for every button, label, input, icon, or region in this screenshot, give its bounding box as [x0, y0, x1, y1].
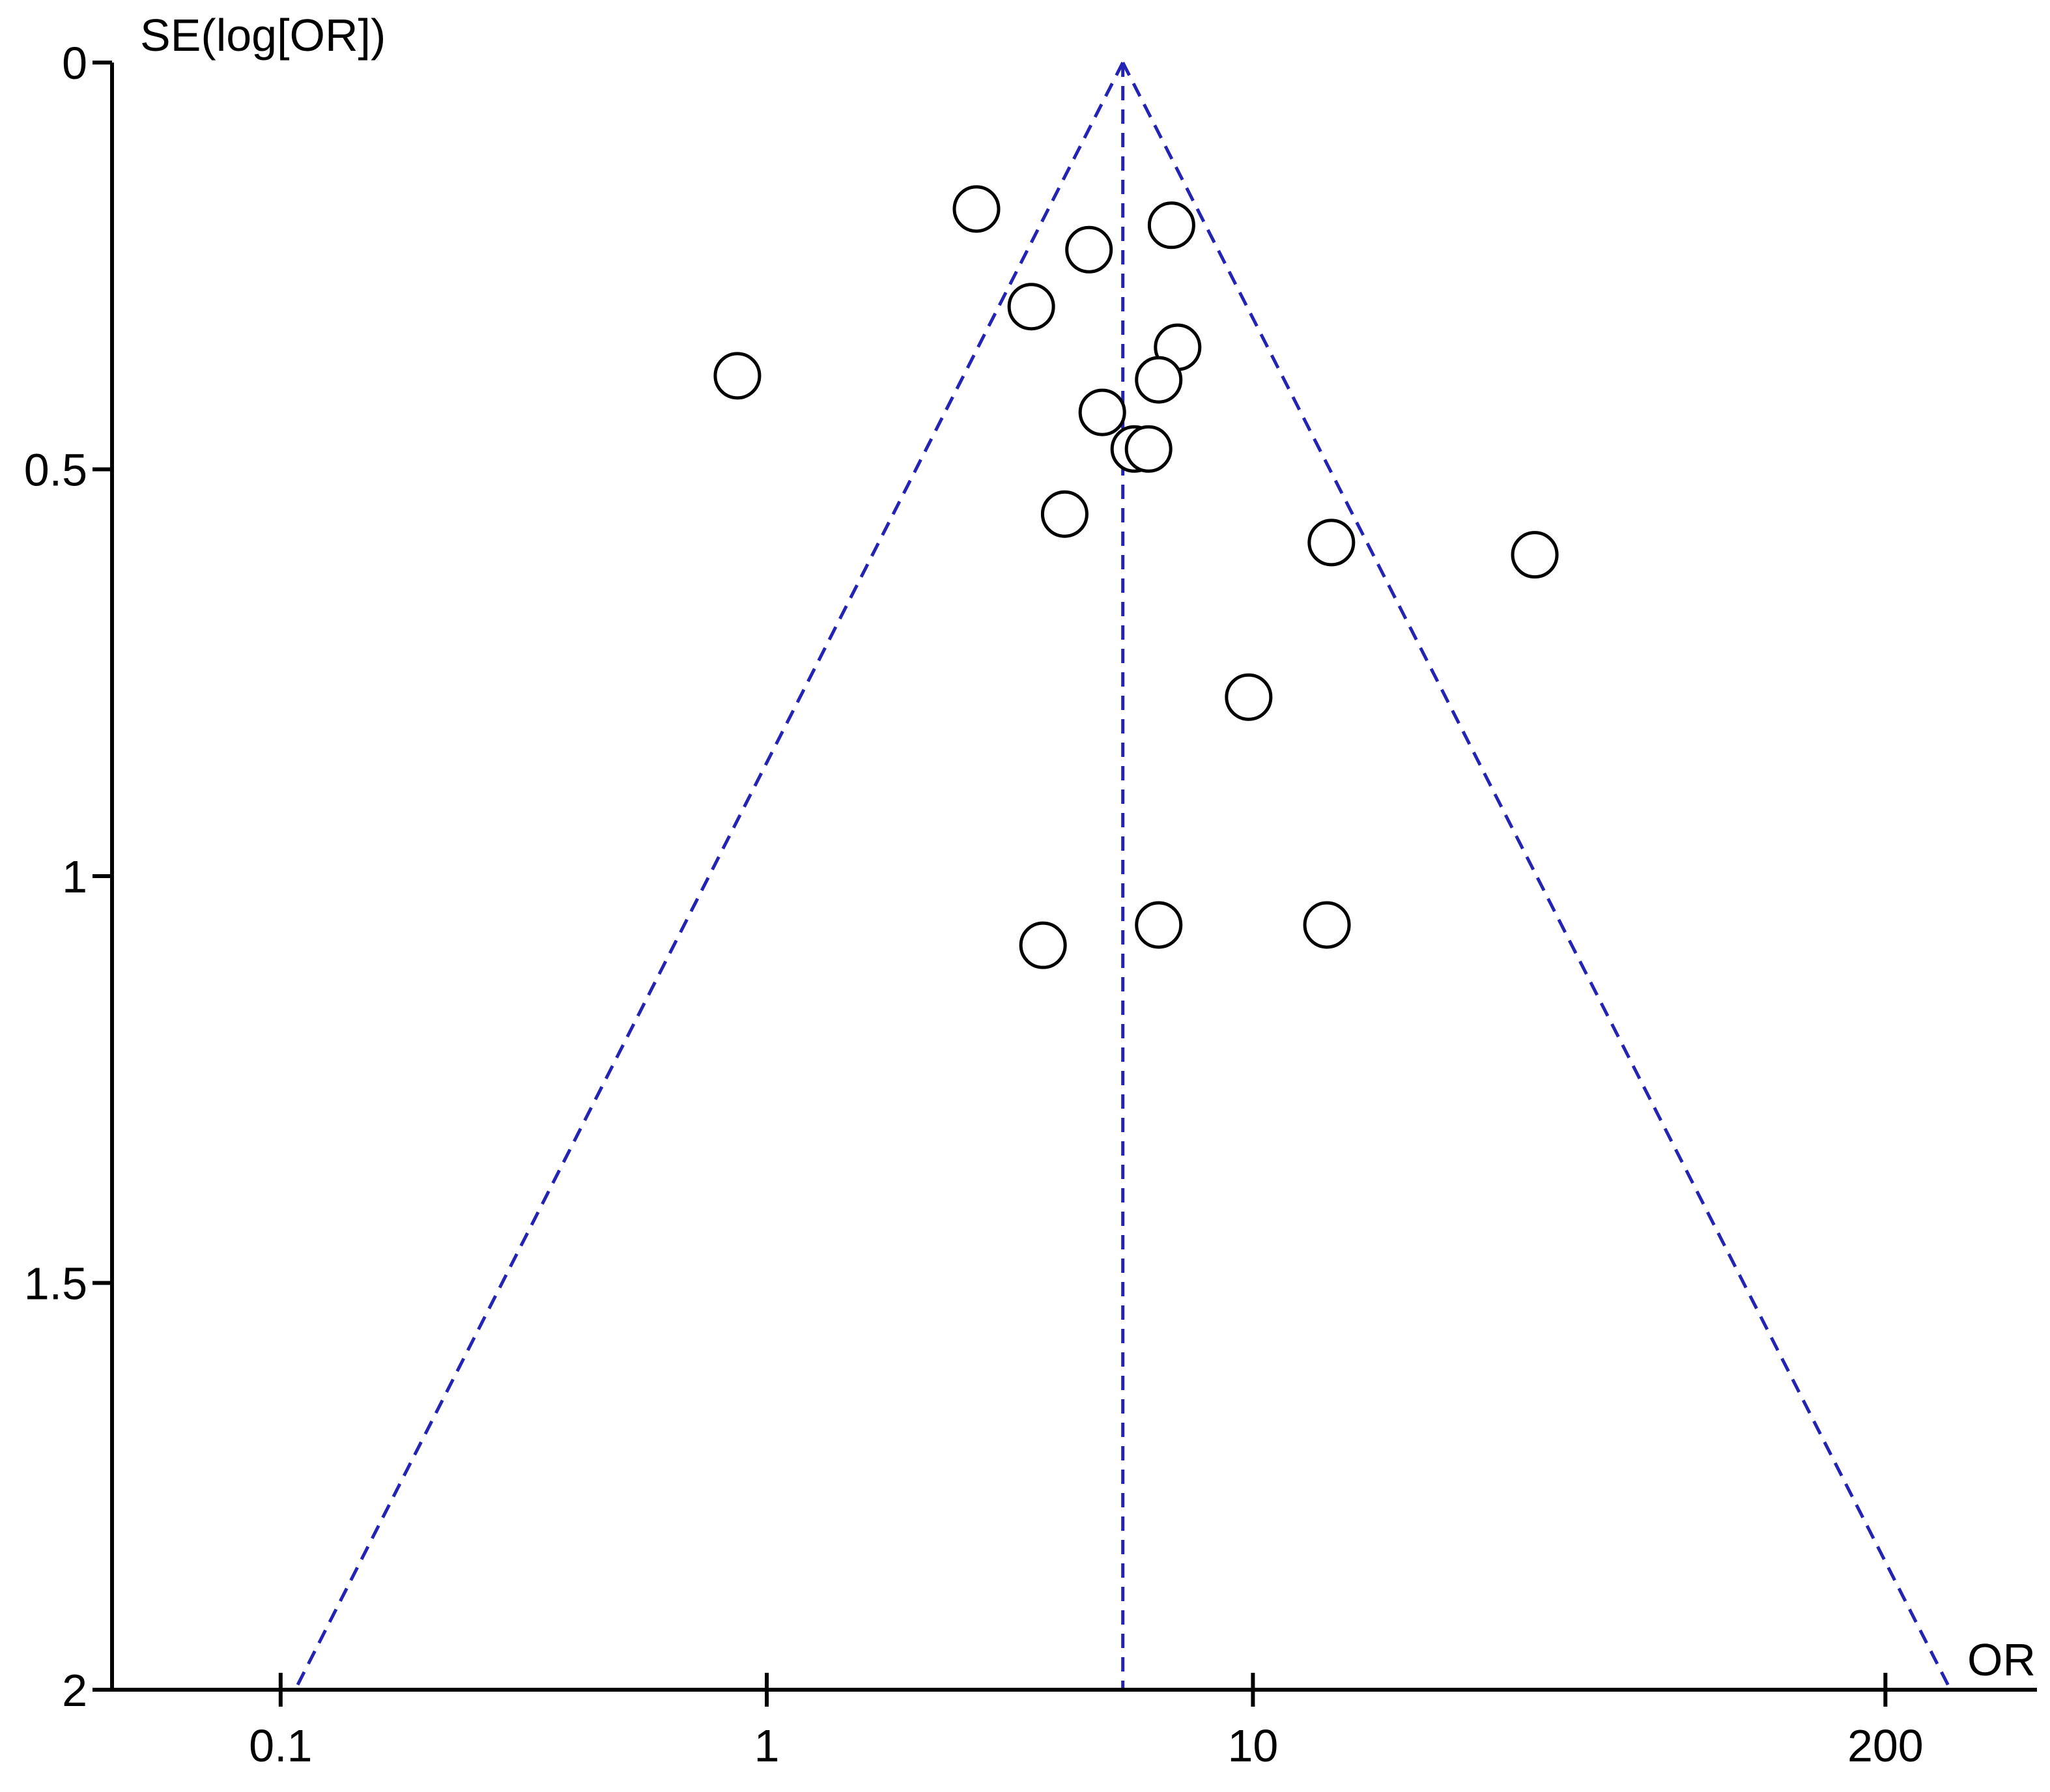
study-point: [1511, 531, 1559, 579]
study-point: [952, 185, 1001, 233]
study-point: [1065, 225, 1113, 274]
study-point: [713, 352, 762, 400]
y-axis: 0 0.5 1 1.5 2 SE(log[OR]): [24, 10, 386, 1716]
y-tick-label: 1: [62, 851, 87, 902]
study-points: [713, 185, 1559, 969]
x-tick-label: 1: [754, 1720, 780, 1771]
study-point: [1147, 201, 1195, 249]
plot-area: [293, 61, 1952, 1691]
study-point: [1040, 490, 1089, 538]
study-point: [1078, 388, 1126, 436]
funnel-left-limit: [293, 61, 1124, 1691]
funnel-right-limit: [1121, 61, 1952, 1691]
y-axis-ticks: 0 0.5 1 1.5 2: [24, 38, 112, 1716]
study-point: [1307, 519, 1356, 567]
study-point: [1135, 901, 1183, 949]
y-tick-label: 1.5: [24, 1259, 87, 1309]
x-axis-ticks: 0.1 1 10 200: [249, 1673, 1924, 1771]
study-point: [1124, 425, 1173, 473]
study-point: [1225, 673, 1273, 721]
study-point: [1007, 283, 1055, 331]
y-axis-title: SE(log[OR]): [140, 10, 386, 61]
y-tick-label: 2: [62, 1665, 87, 1716]
x-axis: 0.1 1 10 200 OR: [112, 1634, 2037, 1771]
x-tick-label: 0.1: [249, 1720, 312, 1771]
y-tick-label: 0: [62, 38, 87, 89]
study-point: [1135, 356, 1183, 404]
study-point: [1019, 921, 1067, 969]
y-tick-label: 0.5: [24, 445, 87, 496]
x-tick-label: 10: [1227, 1720, 1278, 1771]
x-axis-title: OR: [1967, 1634, 2036, 1685]
x-tick-label: 200: [1847, 1720, 1924, 1771]
study-point: [1303, 901, 1351, 949]
